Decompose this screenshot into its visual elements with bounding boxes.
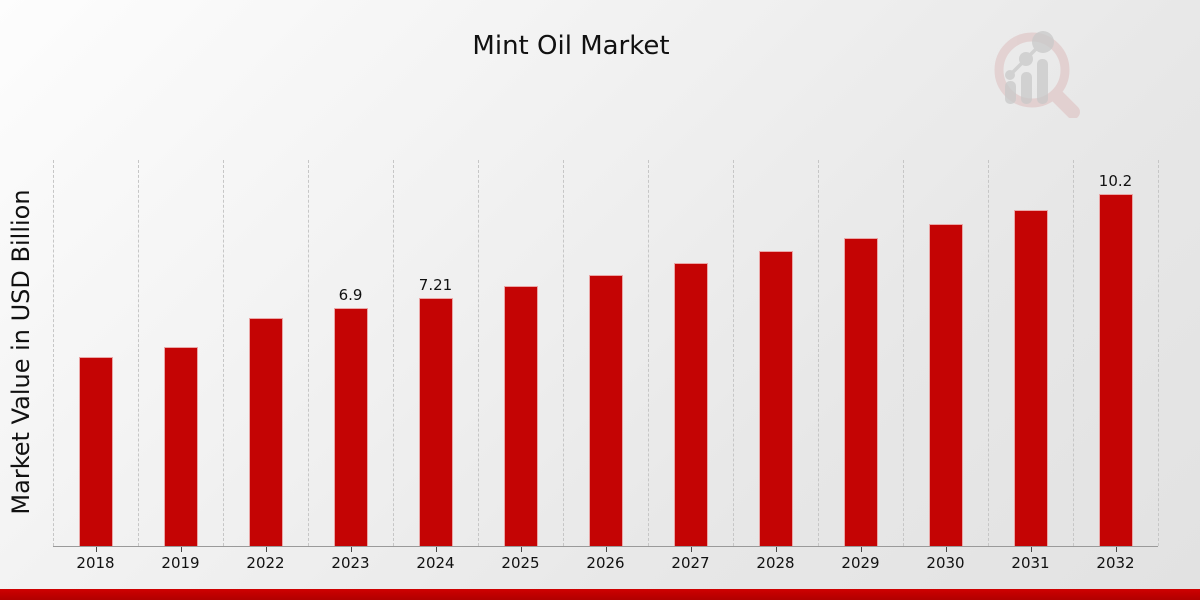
x-tick-2019 (180, 547, 182, 552)
category-cell-2025: 2025 (478, 160, 563, 572)
category-cell-2027: 2027 (648, 160, 733, 572)
chart-title: Mint Oil Market (472, 31, 670, 61)
category-cell-2022: 2022 (223, 160, 308, 572)
gridline (733, 160, 734, 546)
category-cell-2023: 6.9 2023 (308, 160, 393, 572)
x-tick-label-2018: 2018 (76, 554, 115, 572)
x-tick-label-2029: 2029 (841, 554, 880, 572)
category-cell-2030: 2030 (903, 160, 988, 572)
gridline (903, 160, 904, 546)
footer-accent-bar (0, 589, 1200, 600)
bar-2029 (843, 238, 878, 546)
bar-2027 (673, 263, 708, 546)
x-tick-2022 (265, 547, 267, 552)
bar-2025 (503, 286, 538, 546)
bar-2030 (928, 224, 963, 546)
bar-value-label-2024: 7.21 (418, 276, 453, 294)
bar-2019 (163, 347, 198, 546)
category-cell-2018: 2018 (53, 160, 138, 572)
x-tick-2025 (520, 547, 522, 552)
x-tick-2026 (605, 547, 607, 552)
category-cell-2032: 10.2 2032 (1073, 160, 1158, 572)
bar-2028 (758, 251, 793, 546)
bar-2026 (588, 275, 623, 546)
bar-2031 (1013, 210, 1048, 546)
category-cell-2026: 2026 (563, 160, 648, 572)
bar-2022 (248, 318, 283, 546)
x-tick-2030 (945, 547, 947, 552)
x-tick-label-2019: 2019 (161, 554, 200, 572)
x-tick-label-2032: 2032 (1096, 554, 1135, 572)
x-tick-label-2031: 2031 (1011, 554, 1050, 572)
gridline (138, 160, 139, 546)
y-axis-label: Market Value in USD Billion (7, 189, 35, 515)
gridline (1073, 160, 1074, 546)
gridline (478, 160, 479, 546)
x-tick-label-2030: 2030 (926, 554, 965, 572)
x-tick-2028 (775, 547, 777, 552)
gridline (818, 160, 819, 546)
x-tick-2024 (435, 547, 437, 552)
x-tick-label-2027: 2027 (671, 554, 710, 572)
bar-value-label-2023: 6.9 (338, 286, 363, 304)
bar-2032 (1098, 194, 1133, 546)
x-axis-line (53, 546, 1158, 547)
category-cell-2029: 2029 (818, 160, 903, 572)
x-tick-2027 (690, 547, 692, 552)
category-cell-2024: 7.21 2024 (393, 160, 478, 572)
x-tick-2032 (1115, 547, 1117, 552)
magnifier-bar-chart-logo-icon (994, 31, 1080, 118)
bar-2018 (78, 357, 113, 546)
gridline (648, 160, 649, 546)
x-tick-label-2022: 2022 (246, 554, 285, 572)
bar-2024 (418, 298, 453, 546)
x-tick-label-2025: 2025 (501, 554, 540, 572)
x-tick-2018 (95, 547, 97, 552)
category-cell-2019: 2019 (138, 160, 223, 572)
plot-area: 2018 2019 2022 6.9 2023 7.21 2024 2025 2026 2027 2… (53, 160, 1159, 572)
gridline (308, 160, 309, 546)
gridline (53, 160, 54, 546)
x-tick-label-2026: 2026 (586, 554, 625, 572)
gridline (563, 160, 564, 546)
gridline (1158, 160, 1159, 546)
x-tick-2023 (350, 547, 352, 552)
bar-value-label-2032: 10.2 (1098, 172, 1133, 190)
x-tick-2031 (1030, 547, 1032, 552)
gridline (223, 160, 224, 546)
category-cell-2028: 2028 (733, 160, 818, 572)
gridline (393, 160, 394, 546)
bar-2023 (333, 308, 368, 546)
x-tick-label-2023: 2023 (331, 554, 370, 572)
x-tick-label-2028: 2028 (756, 554, 795, 572)
gridline (988, 160, 989, 546)
x-tick-label-2024: 2024 (416, 554, 455, 572)
category-cell-2031: 2031 (988, 160, 1073, 572)
x-tick-2029 (860, 547, 862, 552)
